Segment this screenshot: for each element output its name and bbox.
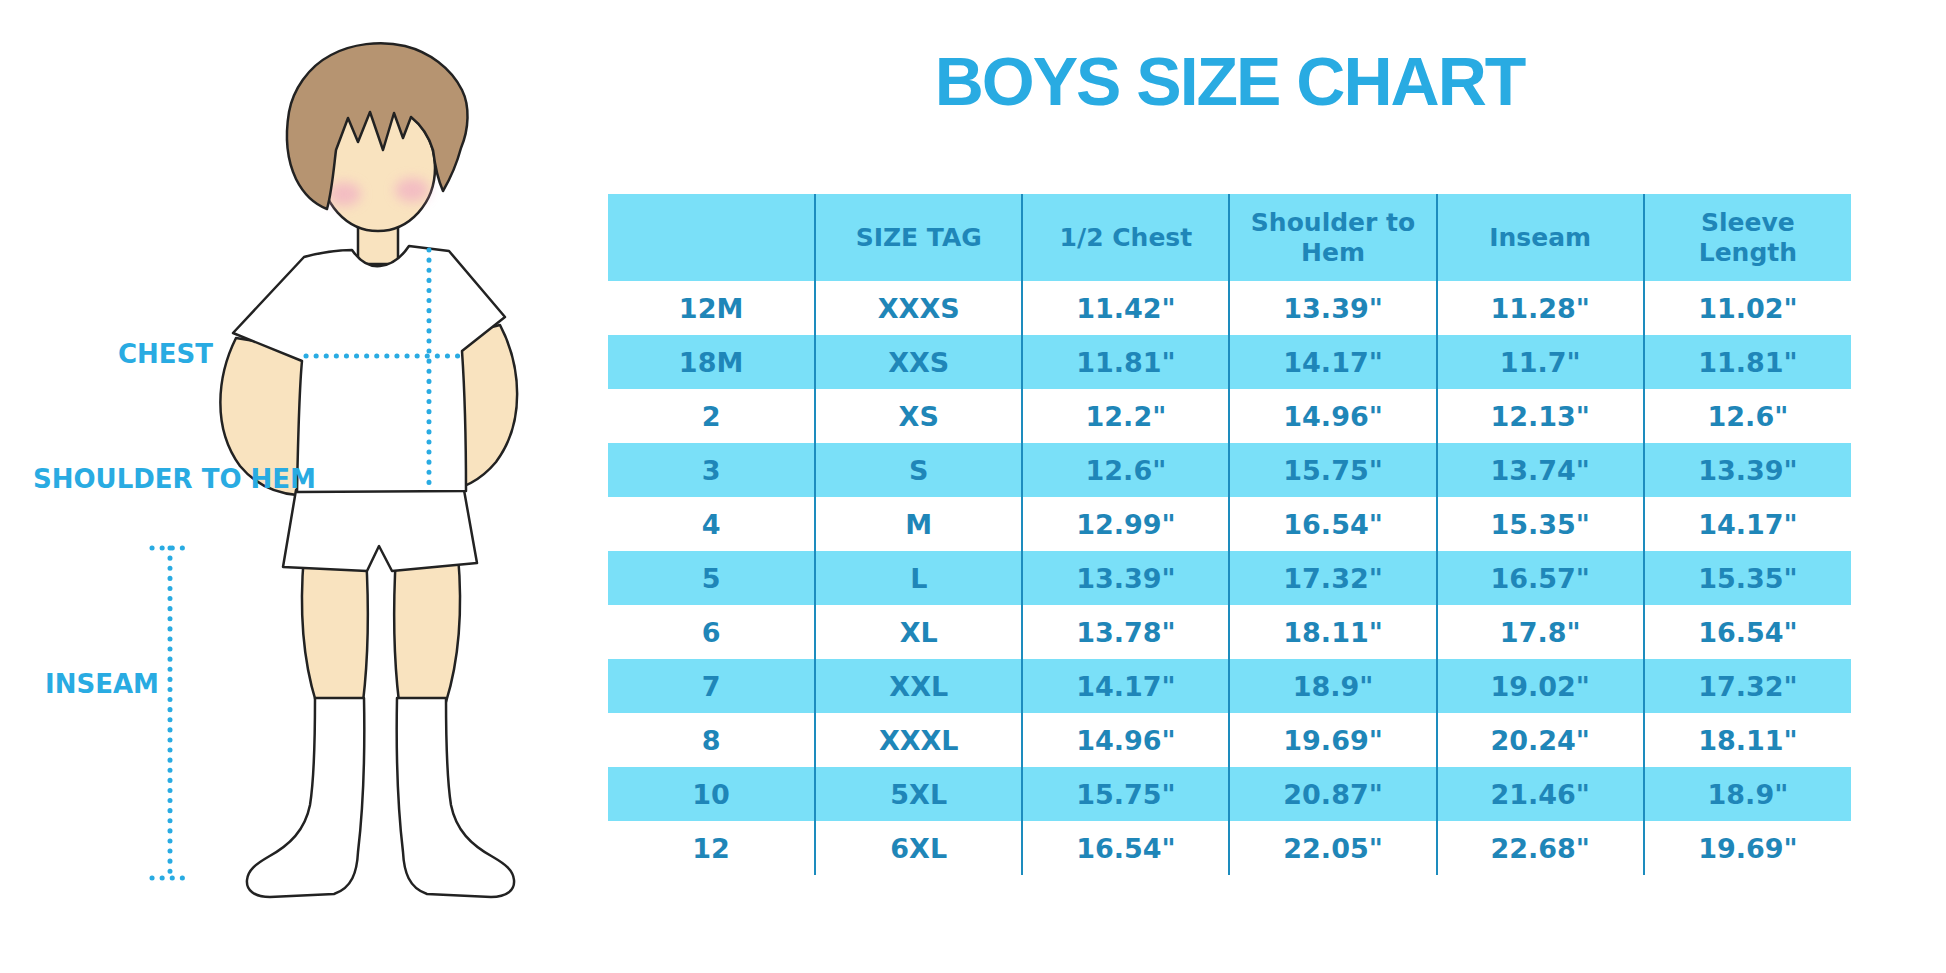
value-cell: 16.57" — [1437, 551, 1644, 605]
table-row: 126XL16.54"22.05"22.68"19.69" — [608, 821, 1851, 875]
value-cell: 15.35" — [1644, 551, 1851, 605]
value-cell: XXXL — [815, 713, 1022, 767]
chest-label: CHEST — [118, 339, 213, 369]
right-leg-shape — [394, 555, 460, 702]
size-cell: 5 — [608, 551, 815, 605]
table-row: 2XS12.2"14.96"12.13"12.6" — [608, 389, 1851, 443]
table-row: 5L13.39"17.32"16.57"15.35" — [608, 551, 1851, 605]
value-cell: 16.54" — [1022, 821, 1229, 875]
value-cell: 14.96" — [1229, 389, 1436, 443]
size-cell: 12 — [608, 821, 815, 875]
value-cell: 11.28" — [1437, 281, 1644, 335]
table-row: 12MXXXS11.42"13.39"11.28"11.02" — [608, 281, 1851, 335]
value-cell: 12.13" — [1437, 389, 1644, 443]
column-header: Sleeve Length — [1644, 194, 1851, 281]
table-row: 3S12.6"15.75"13.74"13.39" — [608, 443, 1851, 497]
value-cell: 11.7" — [1437, 335, 1644, 389]
value-cell: 13.78" — [1022, 605, 1229, 659]
value-cell: XS — [815, 389, 1022, 443]
value-cell: 15.75" — [1022, 767, 1229, 821]
value-cell: 18.9" — [1229, 659, 1436, 713]
value-cell: 14.17" — [1644, 497, 1851, 551]
value-cell: 13.39" — [1229, 281, 1436, 335]
value-cell: 12.6" — [1022, 443, 1229, 497]
shorts-shape — [283, 490, 477, 571]
value-cell: 13.39" — [1022, 551, 1229, 605]
right-cheek-blush — [395, 178, 429, 202]
value-cell: 17.32" — [1229, 551, 1436, 605]
column-header: Inseam — [1437, 194, 1644, 281]
size-cell: 12M — [608, 281, 815, 335]
table-row: 4M12.99"16.54"15.35"14.17" — [608, 497, 1851, 551]
right-sock-shape — [397, 698, 514, 897]
left-leg-shape — [302, 555, 368, 702]
value-cell: 19.69" — [1644, 821, 1851, 875]
value-cell: 20.24" — [1437, 713, 1644, 767]
column-header: SIZE TAG — [815, 194, 1022, 281]
column-header: 1/2 Chest — [1022, 194, 1229, 281]
value-cell: XXXS — [815, 281, 1022, 335]
size-cell: 10 — [608, 767, 815, 821]
value-cell: 19.69" — [1229, 713, 1436, 767]
size-cell: 4 — [608, 497, 815, 551]
value-cell: 13.39" — [1644, 443, 1851, 497]
value-cell: 13.74" — [1437, 443, 1644, 497]
value-cell: 12.99" — [1022, 497, 1229, 551]
table-row: 8XXXL14.96"19.69"20.24"18.11" — [608, 713, 1851, 767]
table-header: SIZE TAG1/2 ChestShoulder to HemInseamSl… — [608, 194, 1851, 281]
value-cell: 22.68" — [1437, 821, 1644, 875]
value-cell: 14.17" — [1022, 659, 1229, 713]
value-cell: 18.11" — [1644, 713, 1851, 767]
table-row: 105XL15.75"20.87"21.46"18.9" — [608, 767, 1851, 821]
value-cell: 15.75" — [1229, 443, 1436, 497]
value-cell: 18.9" — [1644, 767, 1851, 821]
size-cell: 18M — [608, 335, 815, 389]
size-cell: 6 — [608, 605, 815, 659]
value-cell: S — [815, 443, 1022, 497]
size-chart-table: SIZE TAG1/2 ChestShoulder to HemInseamSl… — [608, 194, 1851, 875]
size-cell: 8 — [608, 713, 815, 767]
size-cell: 7 — [608, 659, 815, 713]
size-cell: 2 — [608, 389, 815, 443]
shoulder-to-hem-label: SHOULDER TO HEM — [33, 464, 316, 494]
value-cell: 21.46" — [1437, 767, 1644, 821]
value-cell: 14.96" — [1022, 713, 1229, 767]
left-sock-shape — [247, 698, 364, 897]
inseam-label: INSEAM — [45, 669, 159, 699]
table-row: 7XXL14.17"18.9"19.02"17.32" — [608, 659, 1851, 713]
value-cell: 20.87" — [1229, 767, 1436, 821]
value-cell: 17.8" — [1437, 605, 1644, 659]
value-cell: 6XL — [815, 821, 1022, 875]
value-cell: 15.35" — [1437, 497, 1644, 551]
value-cell: 14.17" — [1229, 335, 1436, 389]
value-cell: 18.11" — [1229, 605, 1436, 659]
value-cell: M — [815, 497, 1022, 551]
page-title: BOYS SIZE CHART — [608, 42, 1851, 120]
value-cell: 16.54" — [1644, 605, 1851, 659]
table-row: 6XL13.78"18.11"17.8"16.54" — [608, 605, 1851, 659]
value-cell: 11.81" — [1022, 335, 1229, 389]
value-cell: L — [815, 551, 1022, 605]
value-cell: XXS — [815, 335, 1022, 389]
value-cell: 12.6" — [1644, 389, 1851, 443]
value-cell: 11.42" — [1022, 281, 1229, 335]
table-row: 18MXXS11.81"14.17"11.7"11.81" — [608, 335, 1851, 389]
value-cell: 11.02" — [1644, 281, 1851, 335]
page: CHEST SHOULDER TO HEM INSEAM BOYS SIZE C… — [0, 0, 1946, 973]
value-cell: XXL — [815, 659, 1022, 713]
value-cell: XL — [815, 605, 1022, 659]
size-cell: 3 — [608, 443, 815, 497]
value-cell: 22.05" — [1229, 821, 1436, 875]
column-header: Shoulder to Hem — [1229, 194, 1436, 281]
value-cell: 12.2" — [1022, 389, 1229, 443]
column-header — [608, 194, 815, 281]
value-cell: 17.32" — [1644, 659, 1851, 713]
value-cell: 5XL — [815, 767, 1022, 821]
value-cell: 11.81" — [1644, 335, 1851, 389]
value-cell: 19.02" — [1437, 659, 1644, 713]
value-cell: 16.54" — [1229, 497, 1436, 551]
